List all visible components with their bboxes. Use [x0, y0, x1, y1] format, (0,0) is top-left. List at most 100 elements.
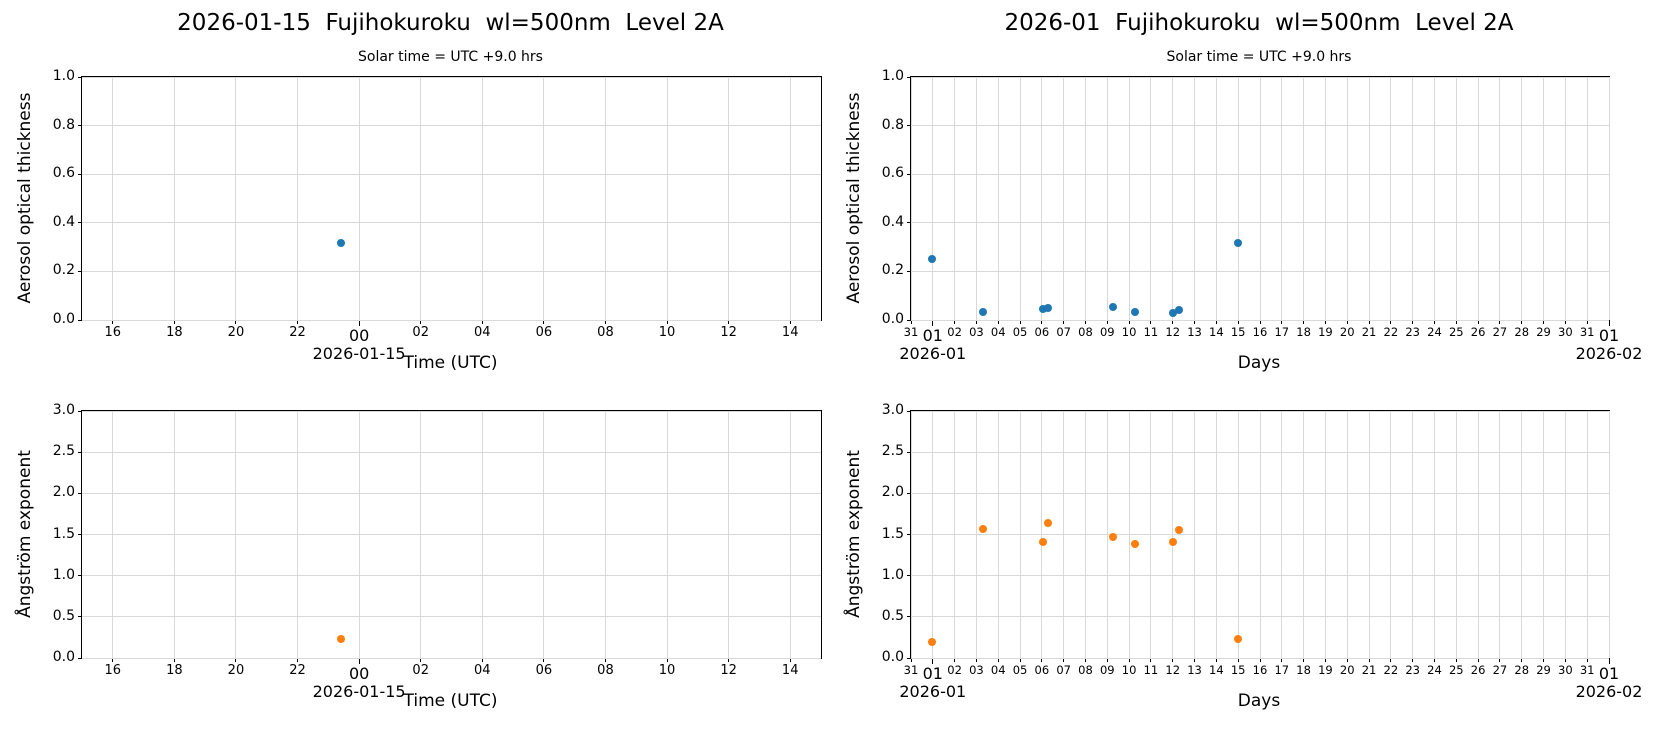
x-tick-label: 23: [1405, 663, 1420, 677]
tick-mark: [910, 320, 912, 324]
x-tick-label: 06: [535, 663, 553, 678]
tick-mark: [1303, 320, 1305, 324]
tick-mark: [907, 616, 911, 618]
gridline: [82, 534, 821, 535]
gridline: [911, 657, 1609, 659]
data-point: [336, 635, 345, 644]
tick-mark: [907, 534, 911, 535]
tick-mark: [1237, 320, 1239, 324]
tick-mark: [907, 76, 911, 78]
tick-mark: [1106, 320, 1108, 324]
tick-mark: [1521, 658, 1523, 662]
tick-mark: [358, 320, 360, 326]
tick-mark: [420, 320, 422, 324]
gridline: [911, 125, 1609, 127]
tick-mark: [1521, 320, 1523, 324]
tick-mark: [997, 658, 999, 662]
tick-mark: [907, 222, 911, 224]
y-tick-label: 2.0: [881, 484, 904, 501]
tick-mark: [1455, 658, 1457, 662]
tick-mark: [1586, 320, 1588, 324]
x-tick-label: 25: [1448, 663, 1464, 677]
gridline: [82, 410, 821, 412]
tick-mark: [297, 658, 299, 662]
gridline: [789, 77, 791, 320]
tick-mark: [1259, 658, 1261, 662]
tick-mark: [78, 616, 82, 618]
gridline: [911, 534, 1609, 535]
x-tick-label: 08: [597, 663, 614, 678]
tick-mark: [907, 173, 911, 175]
tick-mark: [1455, 320, 1457, 324]
gridline: [604, 77, 606, 320]
x-tick-label: 04: [990, 663, 1006, 677]
gridline: [1172, 77, 1174, 320]
plot-aot-daily: 2026-01-15 Fujihokuroku wl=500nm Level 2…: [15, 10, 822, 373]
gridline: [728, 77, 730, 320]
tick-mark: [1368, 320, 1370, 324]
x-tick-date-label: 2026-01: [899, 682, 967, 701]
tick-mark: [1346, 658, 1348, 662]
gridline: [1194, 77, 1196, 320]
gridline: [1521, 77, 1523, 320]
tick-mark: [78, 319, 82, 321]
gridline: [911, 451, 1609, 453]
plot-area: 16 18 20 22 00 2026-01-15 02 04 06 08 10 12 14 0.0 0.5…: [53, 402, 822, 701]
x-tick-label: 14: [781, 325, 799, 340]
gridline: [1390, 77, 1392, 320]
x-tick-label: 16: [1252, 325, 1268, 339]
gridline: [1259, 77, 1261, 320]
x-tick-label: 24: [1427, 663, 1442, 677]
x-tick-label: 19: [1318, 663, 1333, 677]
x-tick-label: 04: [474, 325, 491, 340]
gridline: [1085, 77, 1086, 320]
x-tick-label: 09: [1099, 663, 1115, 677]
gridline: [997, 77, 999, 320]
x-tick-label: 16: [104, 663, 122, 678]
x-tick-label: 08: [597, 325, 614, 340]
tick-mark: [78, 451, 82, 453]
tick-mark: [1543, 658, 1545, 662]
x-tick-label: 14: [1209, 325, 1224, 339]
plot-angstrom-monthly: Ångström exponent 31 01 2026-01 02 03 04 05 06 0…: [844, 402, 1642, 711]
data-point: [1043, 518, 1052, 527]
tick-mark: [1564, 320, 1566, 324]
data-point: [1038, 304, 1047, 313]
gridline: [1324, 77, 1326, 320]
y-tick-label: 0.6: [881, 165, 904, 182]
x-tick-label: 15: [1230, 325, 1246, 339]
x-tick-label: 18: [1296, 663, 1311, 677]
x-tick-label: 28: [1514, 325, 1530, 339]
tick-mark: [910, 658, 912, 662]
gridline: [112, 77, 114, 320]
gridline: [82, 575, 821, 577]
tick-mark: [907, 125, 911, 127]
y-tick-label: 0.5: [52, 607, 75, 624]
x-tick-label: 27: [1492, 663, 1508, 677]
gridline: [82, 616, 821, 618]
tick-mark: [907, 492, 911, 494]
gridline: [1477, 77, 1479, 320]
tick-mark: [78, 222, 82, 224]
tick-mark: [1608, 320, 1610, 326]
gridline: [481, 77, 483, 320]
tick-mark: [420, 658, 422, 662]
gridline: [1019, 77, 1021, 320]
tick-mark: [1324, 320, 1326, 324]
gridline: [1237, 77, 1239, 320]
tick-mark: [789, 658, 791, 662]
data-point: [1130, 308, 1139, 317]
gridline: [910, 77, 912, 320]
gridline: [543, 77, 545, 320]
y-tick-label: 0.8: [881, 116, 904, 133]
tick-mark: [78, 76, 82, 78]
x-tick-label: 16: [1252, 663, 1268, 677]
x-tick-label: 11: [1143, 325, 1159, 339]
data-point: [1174, 526, 1183, 535]
gridline: [82, 76, 821, 78]
x-tick-label: 02: [947, 325, 962, 339]
x-tick-label: 05: [1012, 663, 1028, 677]
x-tick-label: 22: [1383, 325, 1399, 339]
gridline: [1543, 77, 1545, 320]
tick-mark: [1368, 658, 1370, 662]
